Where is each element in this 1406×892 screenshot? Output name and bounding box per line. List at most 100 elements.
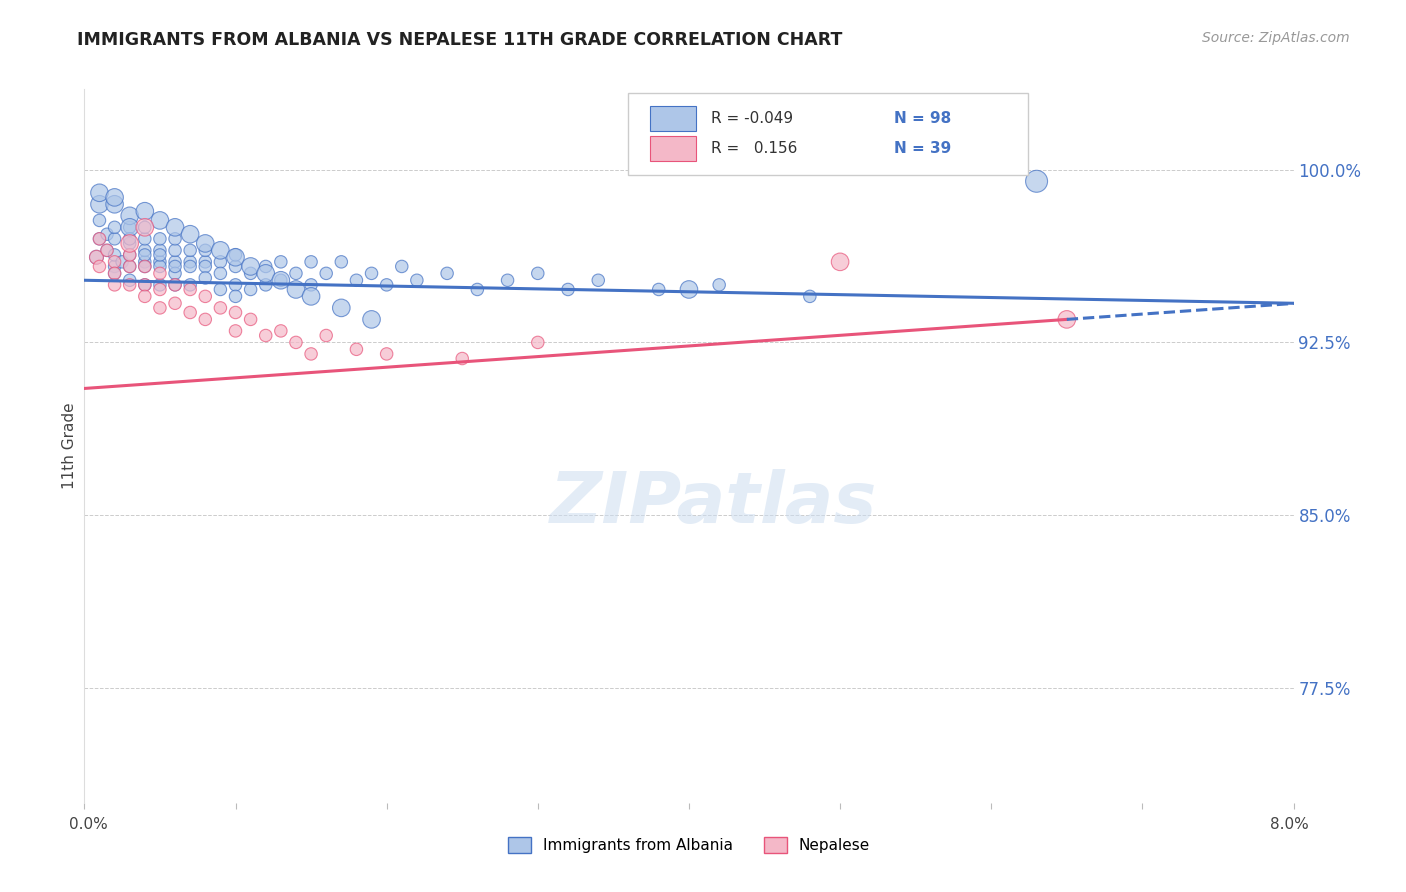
Point (406, 273, 429, 287)
Point (134, 277, 156, 292)
Point (104, 266, 127, 280)
Point (134, 248, 156, 262)
Point (118, 232, 141, 246)
Point (225, 289, 247, 303)
Point (360, 312, 382, 326)
Text: 0.0%: 0.0% (69, 816, 108, 831)
Point (165, 277, 187, 292)
Text: 8.0%: 8.0% (1270, 816, 1309, 831)
FancyBboxPatch shape (650, 136, 696, 161)
Point (104, 248, 127, 262)
Text: IMMIGRANTS FROM ALBANIA VS NEPALESE 11TH GRADE CORRELATION CHART: IMMIGRANTS FROM ALBANIA VS NEPALESE 11TH… (77, 31, 842, 49)
Point (225, 260, 247, 274)
Point (1025, 174, 1047, 188)
Point (134, 220, 156, 235)
Text: N = 39: N = 39 (894, 141, 952, 156)
Point (149, 255, 172, 269)
FancyBboxPatch shape (650, 105, 696, 130)
Point (299, 255, 322, 269)
Point (179, 244, 201, 258)
Text: R = -0.049: R = -0.049 (710, 111, 793, 126)
Point (104, 220, 127, 235)
Point (179, 305, 201, 319)
Point (467, 283, 489, 297)
Point (134, 289, 156, 303)
Point (225, 250, 247, 264)
Point (285, 335, 308, 350)
Point (149, 283, 172, 297)
Point (134, 255, 156, 269)
Point (194, 289, 217, 303)
Point (149, 277, 172, 292)
Point (89, 197, 111, 211)
Point (799, 289, 821, 303)
Point (436, 266, 458, 280)
Point (118, 248, 141, 262)
Point (270, 324, 292, 338)
Point (225, 277, 247, 292)
Point (588, 273, 610, 287)
Point (225, 305, 247, 319)
Point (194, 236, 217, 251)
Point (96, 244, 118, 258)
Point (391, 260, 413, 274)
Point (239, 260, 262, 274)
Point (149, 266, 172, 280)
Legend: Immigrants from Albania, Nepalese: Immigrants from Albania, Nepalese (502, 831, 876, 859)
Point (104, 190, 127, 204)
Point (165, 277, 187, 292)
Point (118, 209, 141, 223)
Point (527, 335, 550, 350)
Point (285, 283, 308, 297)
Point (179, 283, 201, 297)
Point (315, 266, 337, 280)
Point (346, 273, 368, 287)
Point (165, 220, 187, 235)
Point (209, 244, 232, 258)
Point (330, 301, 353, 315)
Point (179, 260, 201, 274)
Point (89, 232, 111, 246)
Point (375, 277, 398, 292)
Point (209, 266, 232, 280)
Point (118, 248, 141, 262)
Point (104, 232, 127, 246)
Point (149, 301, 172, 315)
Point (209, 301, 232, 315)
Point (104, 197, 127, 211)
Point (118, 277, 141, 292)
Point (96, 227, 118, 242)
Point (330, 255, 353, 269)
Text: ZIPatlas: ZIPatlas (550, 468, 877, 538)
Point (225, 324, 247, 338)
Point (104, 260, 127, 274)
Point (239, 266, 262, 280)
Point (346, 343, 368, 357)
Point (118, 236, 141, 251)
Point (194, 271, 217, 285)
Point (165, 296, 187, 310)
Point (194, 260, 217, 274)
Point (118, 236, 141, 251)
Point (557, 283, 579, 297)
Point (315, 328, 337, 343)
Point (104, 266, 127, 280)
Point (194, 312, 217, 326)
Text: R =   0.156: R = 0.156 (710, 141, 797, 156)
Point (89, 186, 111, 200)
Point (118, 260, 141, 274)
Point (299, 289, 322, 303)
Point (89, 232, 111, 246)
Point (134, 232, 156, 246)
Point (149, 260, 172, 274)
Point (709, 277, 731, 292)
Point (285, 266, 308, 280)
Point (194, 244, 217, 258)
Point (134, 204, 156, 219)
Point (118, 260, 141, 274)
Point (375, 347, 398, 361)
Point (1056, 312, 1078, 326)
Point (149, 213, 172, 227)
Point (299, 277, 322, 292)
Point (648, 283, 671, 297)
